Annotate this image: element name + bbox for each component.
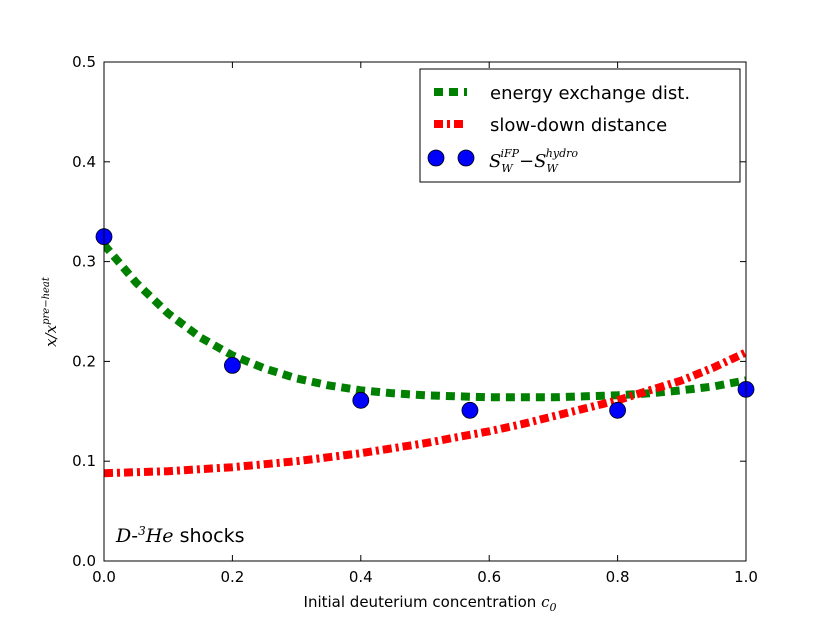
legend-box (419, 68, 741, 183)
legend-marker-2 (457, 149, 475, 167)
x-axis-label: Initial deuterium concentration c0 (304, 593, 557, 614)
series-layer (104, 242, 746, 478)
tick-labels: 0.0 0.2 0.4 0.6 0.8 1.0 0.0 0.1 0.2 0.3 0.4 0.5 (72, 53, 758, 586)
plot-frame (103, 61, 747, 562)
data-point-swdiff-4 (609, 401, 626, 419)
x-tick-label-3: 0.6 (477, 568, 501, 586)
x-tick-label-2: 0.4 (349, 568, 373, 586)
legend-label-swdiff: SWiFP−SWhydro (489, 147, 578, 175)
legend-marker-1 (427, 149, 445, 167)
y-tick-label-3: 0.3 (72, 253, 96, 271)
x-tick-label-4: 0.8 (606, 568, 630, 586)
legend-label-energy: energy exchange dist. (490, 83, 690, 104)
legend: energy exchange dist. slow-down distance… (419, 68, 741, 183)
data-point-swdiff-1 (223, 356, 241, 374)
y-tick-label-2: 0.2 (72, 352, 96, 370)
legend-label-slowdown: slow-down distance (490, 115, 667, 136)
y-tick-label-4: 0.4 (72, 153, 96, 171)
y-tick-label-5: 0.5 (72, 53, 96, 71)
x-tick-label-1: 0.2 (220, 568, 244, 586)
x-tick-label-5: 1.0 (734, 568, 758, 586)
y-axis-label: x/xpre−heat (41, 276, 60, 347)
plot-area (104, 242, 746, 478)
x-tick-label-0: 0.0 (92, 568, 116, 586)
y-tick-label-0: 0.0 (72, 552, 96, 570)
annotation-text: D-3He shocks (115, 524, 245, 547)
data-point-swdiff-2 (352, 391, 370, 409)
data-point-swdiff-3 (461, 401, 479, 419)
series-slow-down-line (104, 348, 746, 478)
y-tick-label-1: 0.1 (72, 452, 96, 470)
